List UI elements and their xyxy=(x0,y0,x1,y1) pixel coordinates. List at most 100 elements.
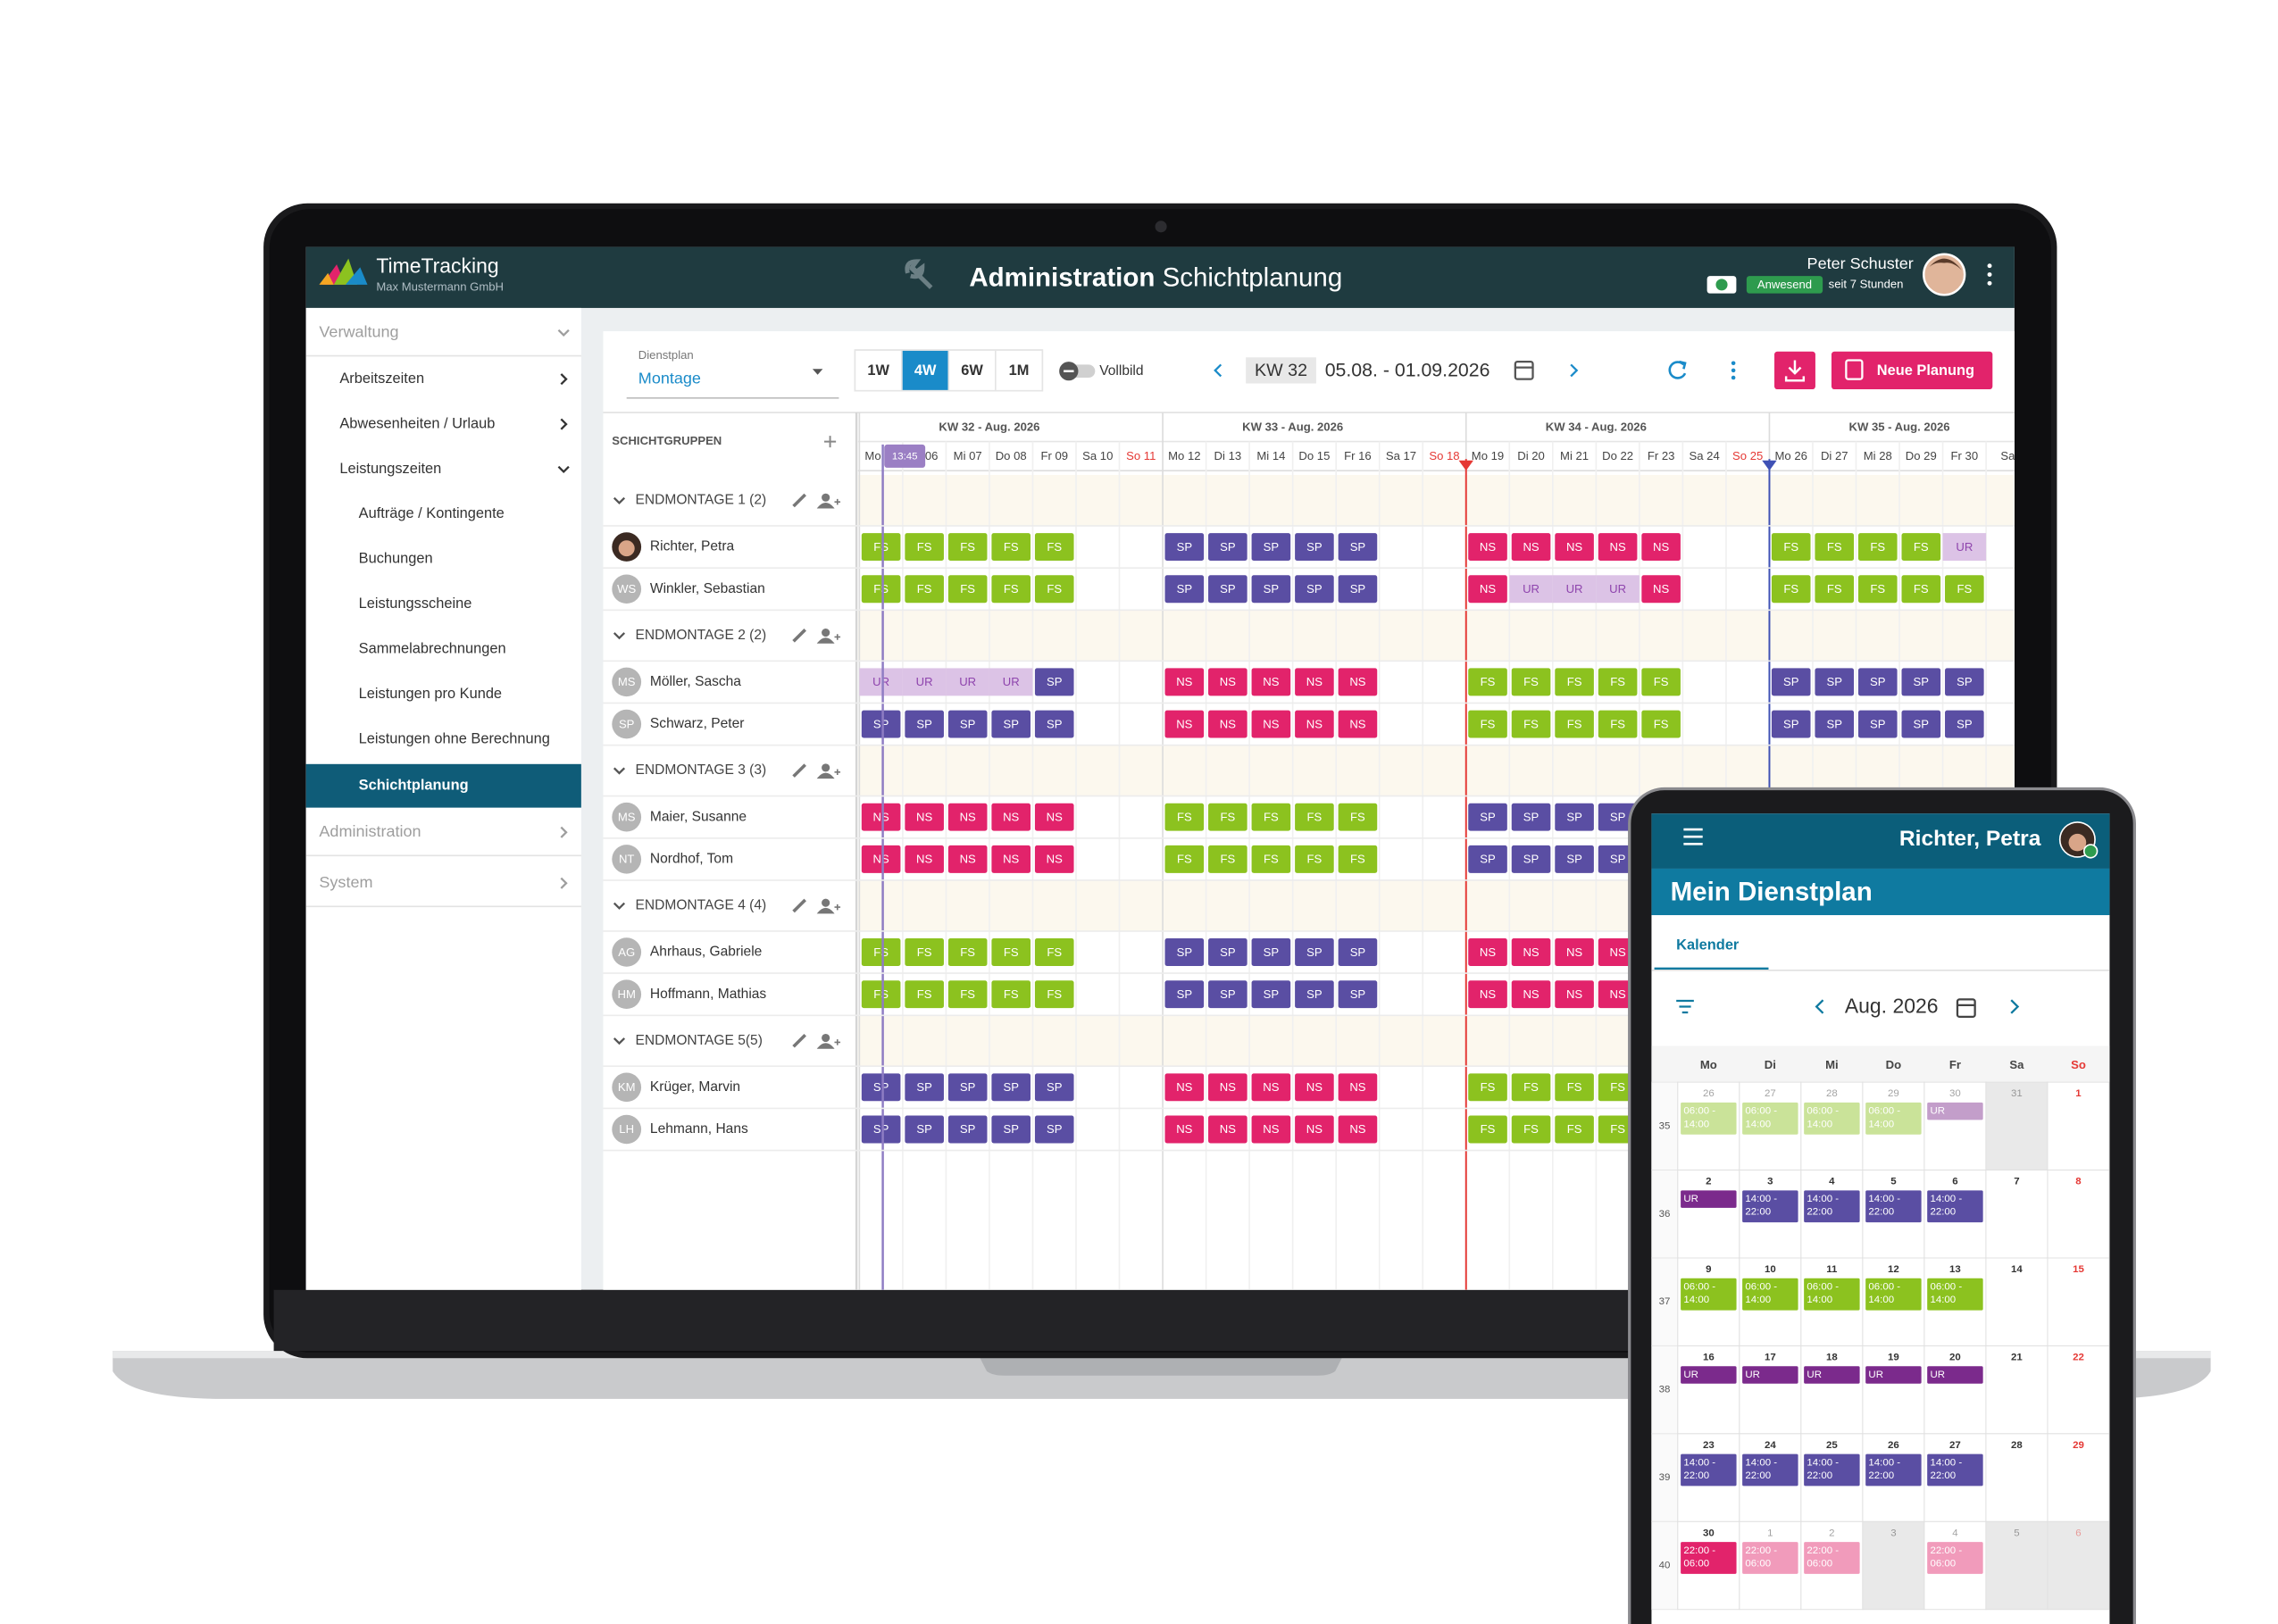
shift-chip[interactable] xyxy=(1771,710,1811,738)
shift-chip[interactable] xyxy=(1034,938,1074,966)
sidebar-item[interactable]: System xyxy=(319,873,372,891)
shift-chip[interactable] xyxy=(1511,845,1551,873)
shift-chip[interactable] xyxy=(947,1115,988,1144)
shift-chip[interactable] xyxy=(991,710,1031,738)
tablet-calendar-icon[interactable] xyxy=(1956,998,1976,1019)
sidebar-item[interactable]: Administration xyxy=(319,822,421,840)
shift-chip[interactable] xyxy=(1598,710,1638,738)
shift-chip[interactable] xyxy=(1596,575,1640,604)
shift-chip[interactable] xyxy=(1901,710,1941,738)
shift-chip[interactable] xyxy=(1295,1073,1334,1102)
sidebar-item[interactable]: Verwaltung xyxy=(319,322,398,340)
calendar-shift[interactable] xyxy=(1681,1278,1737,1311)
shift-chip[interactable] xyxy=(1598,845,1638,873)
shift-chip[interactable] xyxy=(1511,938,1551,966)
shift-chip[interactable] xyxy=(1338,533,1378,562)
calendar-shift[interactable] xyxy=(1804,1366,1860,1384)
shift-chip[interactable] xyxy=(1555,938,1594,966)
shift-chip[interactable] xyxy=(1857,668,1898,696)
shift-chip[interactable] xyxy=(861,845,901,873)
shift-chip[interactable] xyxy=(1034,1115,1074,1144)
shift-chip[interactable] xyxy=(1598,668,1638,696)
shift-chip[interactable] xyxy=(1641,533,1681,562)
day-cell[interactable] xyxy=(1985,1257,2049,1346)
day-cell[interactable] xyxy=(1739,1081,1802,1171)
shift-chip[interactable] xyxy=(905,710,944,738)
shift-chip[interactable] xyxy=(1598,980,1638,1009)
sidebar-item[interactable]: Abwesenheiten / Urlaub xyxy=(339,415,495,431)
shift-chip[interactable] xyxy=(1942,533,1987,562)
shift-chip[interactable] xyxy=(861,710,901,738)
shift-chip[interactable] xyxy=(1468,980,1507,1009)
shift-chip[interactable] xyxy=(1641,710,1681,738)
edit-icon[interactable] xyxy=(792,1033,806,1048)
shift-chip[interactable] xyxy=(947,1073,988,1102)
day-cell[interactable] xyxy=(2047,1081,2110,1171)
calendar-shift[interactable] xyxy=(1927,1453,1983,1487)
shift-chip[interactable] xyxy=(1598,1115,1638,1144)
shift-chip[interactable] xyxy=(1295,1115,1334,1144)
day-cell[interactable] xyxy=(1923,1520,1987,1611)
day-cell[interactable] xyxy=(1862,1345,1925,1435)
calendar-shift[interactable] xyxy=(1865,1190,1922,1223)
shift-chip[interactable] xyxy=(905,533,944,562)
shift-chip[interactable] xyxy=(1338,980,1378,1009)
day-cell[interactable] xyxy=(2047,1170,2110,1259)
shift-chip[interactable] xyxy=(1251,980,1291,1009)
shift-chip[interactable] xyxy=(1164,1115,1205,1144)
shift-chip[interactable] xyxy=(1641,575,1681,604)
assign-icon[interactable] xyxy=(822,763,830,772)
calendar-shift[interactable] xyxy=(1927,1190,1983,1223)
shift-chip[interactable] xyxy=(1945,575,1984,604)
shift-chip[interactable] xyxy=(947,575,988,604)
day-cell[interactable] xyxy=(1862,1081,1925,1171)
shift-chip[interactable] xyxy=(1208,575,1247,604)
calendar-shift[interactable] xyxy=(1865,1102,1922,1135)
shift-chip[interactable] xyxy=(1857,575,1898,604)
shift-chip[interactable] xyxy=(947,845,988,873)
calendar-shift[interactable] xyxy=(1927,1278,1983,1311)
shift-chip[interactable] xyxy=(1338,938,1378,966)
calendar-shift[interactable] xyxy=(1804,1102,1860,1135)
calendar-shift[interactable] xyxy=(1927,1102,1983,1120)
edit-icon[interactable] xyxy=(792,898,806,913)
shift-chip[interactable] xyxy=(1468,668,1507,696)
shift-chip[interactable] xyxy=(991,938,1031,966)
shift-chip[interactable] xyxy=(1555,803,1594,831)
calendar-shift[interactable] xyxy=(1681,1366,1737,1384)
shift-chip[interactable] xyxy=(1555,668,1594,696)
calendar-shift[interactable] xyxy=(1742,1278,1798,1311)
shift-chip[interactable] xyxy=(1251,938,1291,966)
shift-chip[interactable] xyxy=(1251,803,1291,831)
view-button[interactable] xyxy=(947,349,997,392)
assign-icon[interactable] xyxy=(822,629,830,637)
shift-chip[interactable] xyxy=(1251,1073,1291,1102)
shift-chip[interactable] xyxy=(1208,803,1247,831)
shift-chip[interactable] xyxy=(861,533,901,562)
shift-chip[interactable] xyxy=(1295,575,1334,604)
sidebar-item[interactable]: Leistungen pro Kunde xyxy=(359,686,502,702)
shift-chip[interactable] xyxy=(1468,845,1507,873)
shift-chip[interactable] xyxy=(1771,575,1811,604)
shift-chip[interactable] xyxy=(905,1073,944,1102)
shift-chip[interactable] xyxy=(1295,533,1334,562)
shift-chip[interactable] xyxy=(991,1073,1031,1102)
shift-chip[interactable] xyxy=(1468,803,1507,831)
shift-chip[interactable] xyxy=(947,533,988,562)
calendar-shift[interactable] xyxy=(1681,1102,1737,1135)
shift-chip[interactable] xyxy=(1208,533,1247,562)
calendar-icon[interactable] xyxy=(1514,360,1534,380)
shift-chip[interactable] xyxy=(1338,803,1378,831)
day-cell[interactable] xyxy=(1862,1520,1925,1611)
day-cell[interactable] xyxy=(2047,1345,2110,1435)
shift-chip[interactable] xyxy=(1771,533,1811,562)
shift-chip[interactable] xyxy=(947,710,988,738)
sidebar-item[interactable]: Aufträge / Kontingente xyxy=(359,505,505,521)
shift-chip[interactable] xyxy=(902,668,947,696)
shift-chip[interactable] xyxy=(947,980,988,1009)
calendar-shift[interactable] xyxy=(1865,1366,1922,1384)
sidebar-item[interactable]: Leistungsscheine xyxy=(359,595,472,612)
shift-chip[interactable] xyxy=(1164,845,1205,873)
shift-chip[interactable] xyxy=(1164,575,1205,604)
day-cell[interactable] xyxy=(2047,1520,2110,1611)
